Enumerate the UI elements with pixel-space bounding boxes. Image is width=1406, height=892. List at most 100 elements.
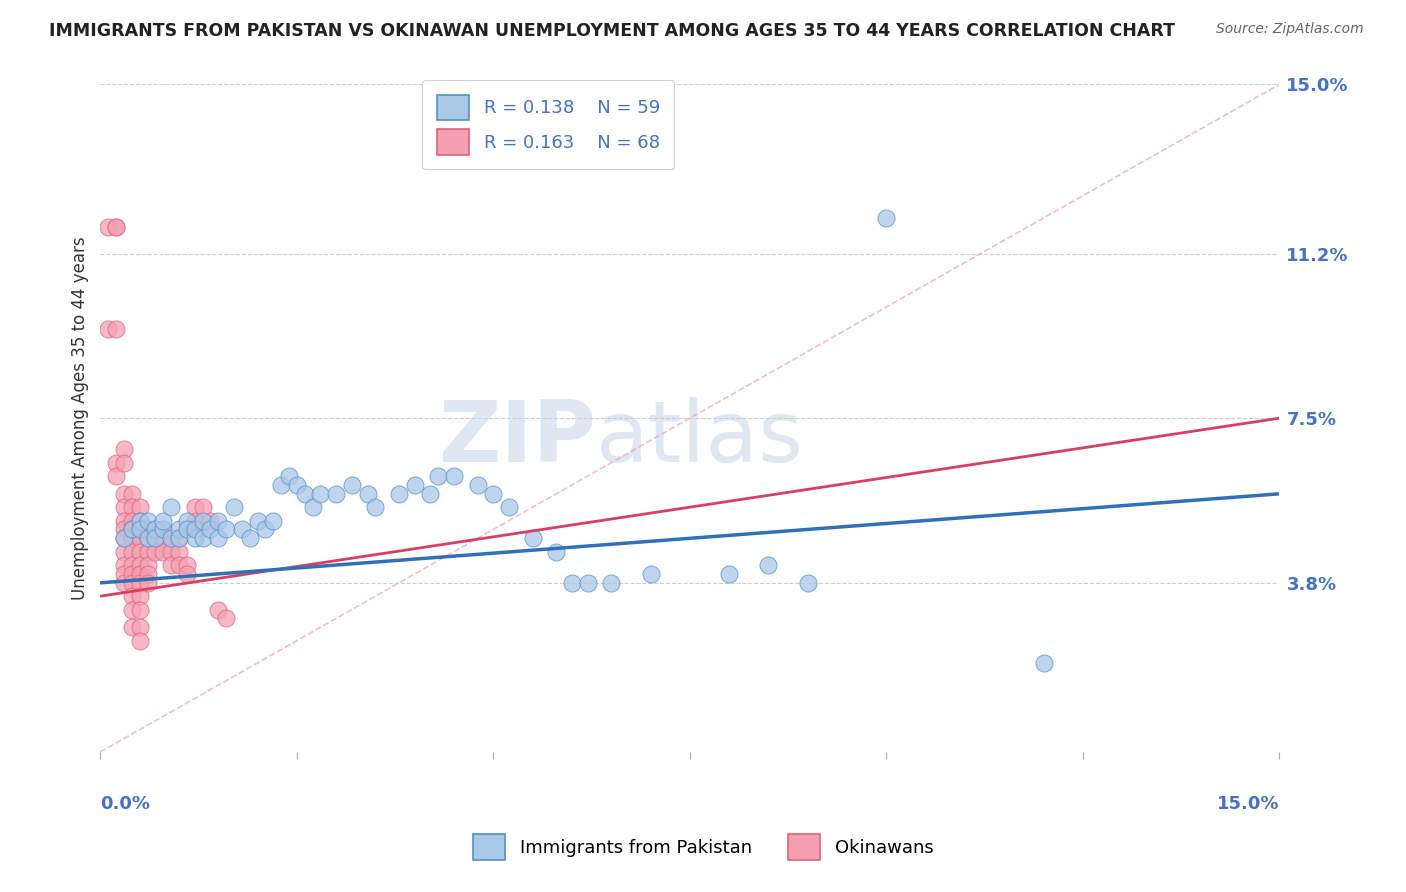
Point xyxy=(121,544,143,558)
Point xyxy=(207,532,229,546)
Point xyxy=(128,514,150,528)
Point xyxy=(112,532,135,546)
Point xyxy=(285,478,308,492)
Point xyxy=(176,523,198,537)
Point xyxy=(128,523,150,537)
Point xyxy=(145,544,167,558)
Point xyxy=(356,487,378,501)
Point xyxy=(121,523,143,537)
Point xyxy=(200,523,222,537)
Point xyxy=(128,514,150,528)
Point xyxy=(97,219,120,234)
Point xyxy=(270,478,292,492)
Point xyxy=(128,633,150,648)
Point xyxy=(105,219,128,234)
Point xyxy=(222,500,245,515)
Point xyxy=(105,219,128,234)
Point xyxy=(121,589,143,603)
Point xyxy=(364,500,387,515)
Point xyxy=(176,558,198,572)
Point xyxy=(875,211,897,225)
Text: atlas: atlas xyxy=(596,397,804,480)
Point xyxy=(183,523,205,537)
Text: ZIP: ZIP xyxy=(437,397,596,480)
Point xyxy=(136,532,159,546)
Point xyxy=(121,523,143,537)
Point xyxy=(340,478,363,492)
Point xyxy=(309,487,332,501)
Point xyxy=(105,456,128,470)
Point xyxy=(758,558,780,572)
Point xyxy=(160,532,183,546)
Point xyxy=(200,514,222,528)
Point xyxy=(215,611,238,625)
Point xyxy=(600,575,623,590)
Point xyxy=(152,544,174,558)
Point xyxy=(167,544,190,558)
Y-axis label: Unemployment Among Ages 35 to 44 years: Unemployment Among Ages 35 to 44 years xyxy=(72,236,89,600)
Point xyxy=(121,602,143,616)
Point xyxy=(183,500,205,515)
Point xyxy=(231,523,253,537)
Point xyxy=(191,500,214,515)
Point xyxy=(160,500,183,515)
Point xyxy=(191,514,214,528)
Point xyxy=(128,566,150,581)
Point xyxy=(136,532,159,546)
Point xyxy=(419,487,441,501)
Point xyxy=(128,544,150,558)
Point xyxy=(128,620,150,634)
Point xyxy=(191,532,214,546)
Point xyxy=(121,514,143,528)
Point xyxy=(136,566,159,581)
Point xyxy=(136,523,159,537)
Point xyxy=(183,514,205,528)
Point xyxy=(112,544,135,558)
Point xyxy=(112,487,135,501)
Text: 15.0%: 15.0% xyxy=(1216,796,1279,814)
Point xyxy=(128,523,150,537)
Point xyxy=(498,500,520,515)
Point xyxy=(239,532,262,546)
Point xyxy=(136,544,159,558)
Point xyxy=(112,442,135,457)
Point xyxy=(112,532,135,546)
Point xyxy=(112,514,135,528)
Point xyxy=(121,566,143,581)
Text: Source: ZipAtlas.com: Source: ZipAtlas.com xyxy=(1216,22,1364,37)
Point xyxy=(301,500,323,515)
Point xyxy=(152,514,174,528)
Point xyxy=(152,523,174,537)
Point xyxy=(128,500,150,515)
Point xyxy=(427,469,450,483)
Point xyxy=(325,487,347,501)
Point xyxy=(443,469,465,483)
Point xyxy=(105,322,128,336)
Point xyxy=(278,469,301,483)
Point xyxy=(128,558,150,572)
Point xyxy=(145,523,167,537)
Point xyxy=(121,558,143,572)
Point xyxy=(404,478,426,492)
Point xyxy=(105,469,128,483)
Point xyxy=(467,478,489,492)
Point xyxy=(112,558,135,572)
Point xyxy=(176,514,198,528)
Point xyxy=(176,566,198,581)
Point xyxy=(183,532,205,546)
Text: 0.0%: 0.0% xyxy=(100,796,150,814)
Text: IMMIGRANTS FROM PAKISTAN VS OKINAWAN UNEMPLOYMENT AMONG AGES 35 TO 44 YEARS CORR: IMMIGRANTS FROM PAKISTAN VS OKINAWAN UNE… xyxy=(49,22,1175,40)
Point xyxy=(254,523,277,537)
Point xyxy=(160,544,183,558)
Point xyxy=(576,575,599,590)
Point xyxy=(145,532,167,546)
Point xyxy=(121,575,143,590)
Point xyxy=(128,589,150,603)
Point xyxy=(128,532,150,546)
Point xyxy=(121,532,143,546)
Point xyxy=(160,558,183,572)
Point xyxy=(262,514,284,528)
Point xyxy=(482,487,505,501)
Point xyxy=(145,523,167,537)
Point xyxy=(294,487,316,501)
